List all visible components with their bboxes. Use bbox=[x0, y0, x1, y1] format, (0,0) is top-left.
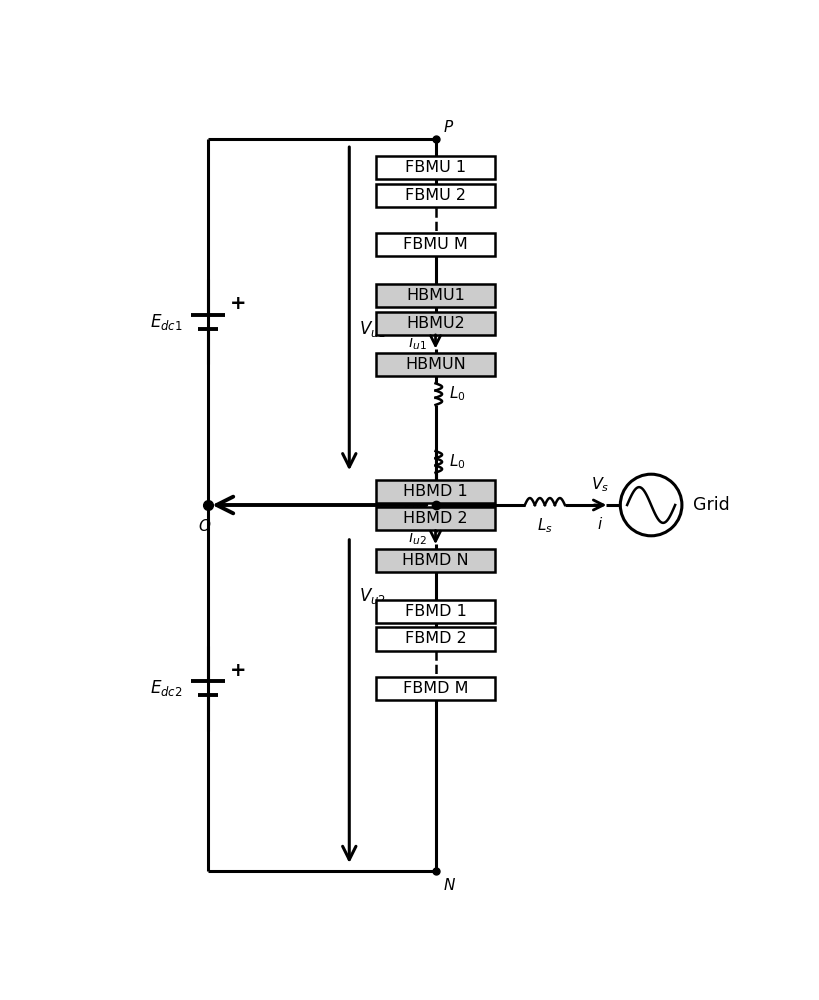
Text: $V_s$: $V_s$ bbox=[591, 476, 609, 494]
Text: O: O bbox=[198, 519, 210, 534]
FancyBboxPatch shape bbox=[376, 549, 495, 572]
Text: HBMU2: HBMU2 bbox=[406, 316, 465, 331]
Text: HBMD 2: HBMD 2 bbox=[403, 511, 468, 526]
FancyBboxPatch shape bbox=[376, 600, 495, 623]
Text: FBMD M: FBMD M bbox=[403, 681, 468, 696]
Text: $V_{u2}$: $V_{u2}$ bbox=[359, 586, 386, 606]
FancyBboxPatch shape bbox=[376, 312, 495, 335]
Text: HBMD N: HBMD N bbox=[402, 553, 468, 568]
Text: $i_{u2}$: $i_{u2}$ bbox=[408, 529, 426, 547]
Text: $L_s$: $L_s$ bbox=[537, 517, 553, 535]
Text: Grid: Grid bbox=[693, 496, 730, 514]
Text: FBMU M: FBMU M bbox=[403, 237, 468, 252]
Text: $L_0$: $L_0$ bbox=[449, 453, 465, 471]
FancyBboxPatch shape bbox=[376, 233, 495, 256]
Text: $E_{dc2}$: $E_{dc2}$ bbox=[150, 678, 182, 698]
FancyBboxPatch shape bbox=[376, 507, 495, 530]
Text: HBMUN: HBMUN bbox=[405, 357, 466, 372]
FancyBboxPatch shape bbox=[376, 677, 495, 700]
Text: FBMD 2: FBMD 2 bbox=[405, 631, 466, 646]
Text: +: + bbox=[230, 661, 247, 680]
FancyBboxPatch shape bbox=[376, 156, 495, 179]
FancyBboxPatch shape bbox=[376, 284, 495, 307]
Text: $L_0$: $L_0$ bbox=[449, 385, 465, 403]
Text: $E_{dc1}$: $E_{dc1}$ bbox=[150, 312, 182, 332]
FancyBboxPatch shape bbox=[376, 184, 495, 207]
Text: $i$: $i$ bbox=[597, 516, 604, 532]
Text: $V_{uo}$: $V_{uo}$ bbox=[401, 496, 426, 514]
Text: HBMD 1: HBMD 1 bbox=[403, 484, 468, 499]
Text: HBMU1: HBMU1 bbox=[406, 288, 465, 303]
Text: $V_{u1}$: $V_{u1}$ bbox=[359, 319, 386, 339]
Text: FBMU 2: FBMU 2 bbox=[405, 188, 466, 203]
Text: P: P bbox=[443, 120, 452, 135]
Text: FBMD 1: FBMD 1 bbox=[405, 604, 467, 619]
FancyBboxPatch shape bbox=[376, 480, 495, 503]
FancyBboxPatch shape bbox=[376, 627, 495, 651]
Text: FBMU 1: FBMU 1 bbox=[405, 160, 466, 175]
Text: $i_{u1}$: $i_{u1}$ bbox=[408, 333, 426, 352]
FancyBboxPatch shape bbox=[376, 353, 495, 376]
Text: +: + bbox=[230, 294, 247, 313]
Text: N: N bbox=[443, 878, 455, 893]
